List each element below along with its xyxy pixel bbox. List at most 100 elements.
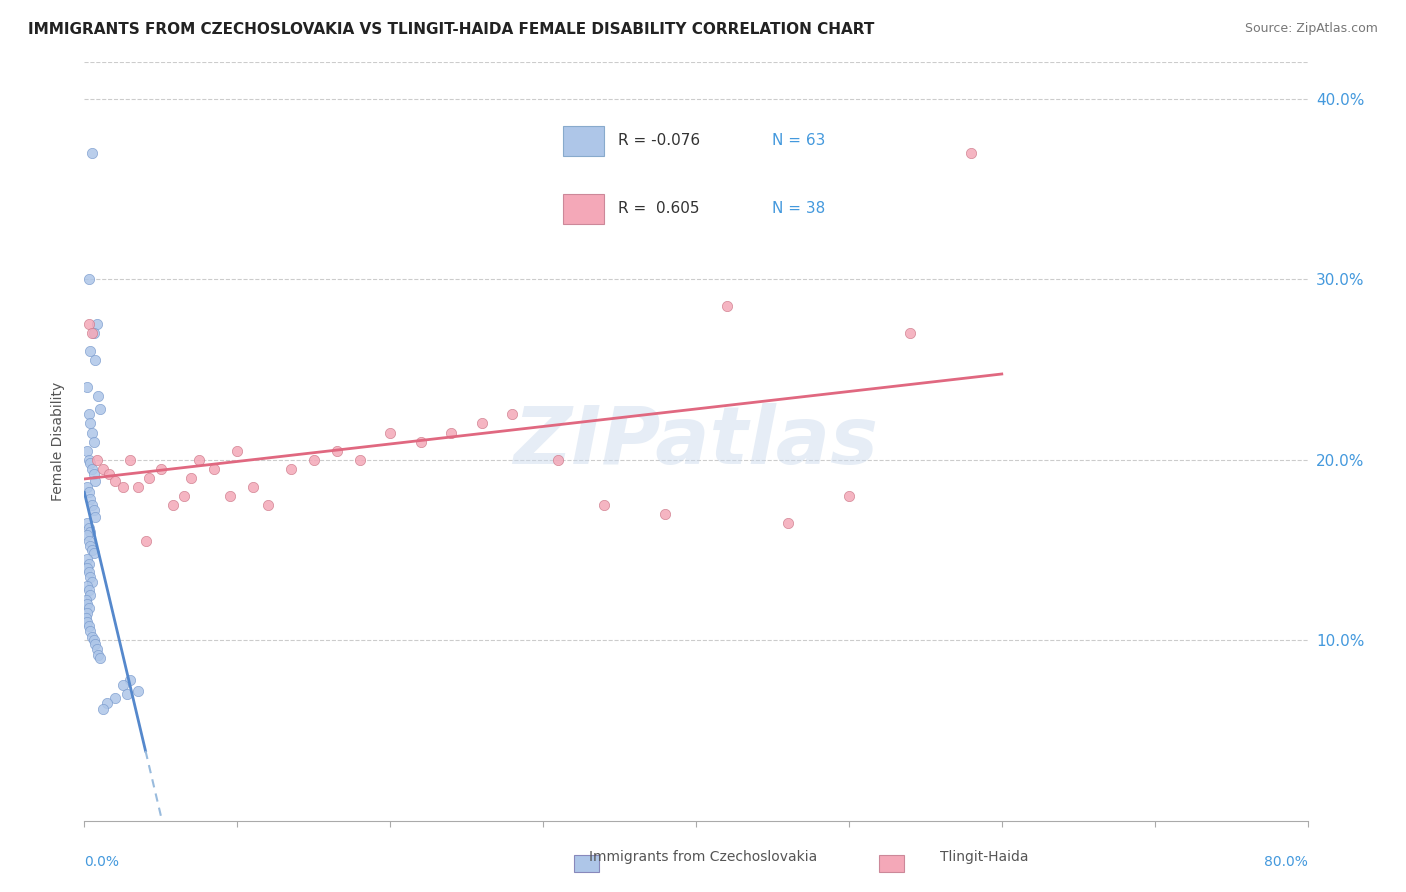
Point <box>80 630 103 644</box>
Point <box>218 489 240 503</box>
Point <box>77 600 100 615</box>
Point <box>75 593 97 607</box>
Point <box>84 353 107 368</box>
Point <box>89 402 111 417</box>
Point <box>80 498 103 512</box>
Point <box>838 489 860 503</box>
Point <box>257 498 280 512</box>
Point <box>162 498 184 512</box>
Point <box>173 489 195 503</box>
Point <box>79 456 101 470</box>
Point <box>593 498 616 512</box>
Text: 0.0%: 0.0% <box>84 855 120 869</box>
Point <box>84 510 107 524</box>
Text: Source: ZipAtlas.com: Source: ZipAtlas.com <box>1244 22 1378 36</box>
Point <box>79 417 101 431</box>
Point <box>80 461 103 475</box>
Y-axis label: Female Disability: Female Disability <box>51 382 65 501</box>
Point <box>86 317 108 331</box>
Point <box>325 443 347 458</box>
Point <box>77 565 100 579</box>
Point <box>91 461 114 475</box>
Point <box>83 434 105 449</box>
Text: 80.0%: 80.0% <box>1264 855 1308 869</box>
Point <box>91 702 114 716</box>
Point <box>135 533 157 548</box>
Point <box>79 588 101 602</box>
Point <box>280 461 302 475</box>
Point <box>149 461 172 475</box>
Point <box>87 389 110 403</box>
Point <box>77 533 100 548</box>
Point <box>104 475 127 489</box>
Point <box>76 579 98 593</box>
Point <box>716 299 738 313</box>
Point <box>76 480 98 494</box>
Point <box>654 507 676 521</box>
Point <box>83 503 105 517</box>
Point <box>83 326 105 341</box>
Point <box>76 516 98 530</box>
Point <box>75 611 97 625</box>
Point <box>80 575 103 590</box>
Point <box>76 606 98 620</box>
Point <box>83 546 105 560</box>
Text: IMMIGRANTS FROM CZECHOSLOVAKIA VS TLINGIT-HAIDA FEMALE DISABILITY CORRELATION CH: IMMIGRANTS FROM CZECHOSLOVAKIA VS TLINGI… <box>28 22 875 37</box>
Point <box>86 642 108 657</box>
Point <box>83 467 105 481</box>
Point <box>80 425 103 440</box>
Point <box>86 452 108 467</box>
Point <box>79 524 101 539</box>
Point <box>80 542 103 557</box>
Point <box>302 452 325 467</box>
Point <box>79 344 101 359</box>
Point <box>77 618 100 632</box>
Point <box>202 461 225 475</box>
Point <box>349 452 371 467</box>
Point <box>83 633 105 648</box>
Point <box>77 272 100 286</box>
Point <box>77 452 100 467</box>
Point <box>80 145 103 160</box>
Point <box>89 651 111 665</box>
Point <box>76 552 98 566</box>
Point <box>84 637 107 651</box>
Point <box>380 425 402 440</box>
Point <box>242 480 264 494</box>
Point <box>409 434 432 449</box>
Point <box>226 443 249 458</box>
Point <box>115 687 138 701</box>
Point <box>111 678 134 692</box>
Point <box>127 683 149 698</box>
Point <box>77 558 100 572</box>
Point <box>79 624 101 639</box>
Point <box>76 561 98 575</box>
Point <box>76 528 98 542</box>
Point <box>80 326 103 341</box>
Point <box>127 480 149 494</box>
Point <box>79 492 101 507</box>
Point <box>120 673 142 687</box>
Text: Tlingit-Haida: Tlingit-Haida <box>941 850 1028 863</box>
Point <box>76 380 98 394</box>
Point <box>188 452 211 467</box>
Point <box>77 521 100 535</box>
Point <box>77 582 100 597</box>
Text: ZIPatlas: ZIPatlas <box>513 402 879 481</box>
Point <box>440 425 463 440</box>
Point <box>97 467 120 481</box>
Point <box>84 475 107 489</box>
Point <box>104 690 127 705</box>
Point <box>547 452 569 467</box>
Point <box>776 516 799 530</box>
Point <box>138 470 160 484</box>
Point <box>77 485 100 500</box>
Point <box>79 539 101 553</box>
Point <box>960 145 983 160</box>
Point <box>79 570 101 584</box>
Point <box>96 696 118 710</box>
Point <box>76 443 98 458</box>
Point <box>76 615 98 629</box>
Point <box>120 452 142 467</box>
Point <box>502 408 524 422</box>
